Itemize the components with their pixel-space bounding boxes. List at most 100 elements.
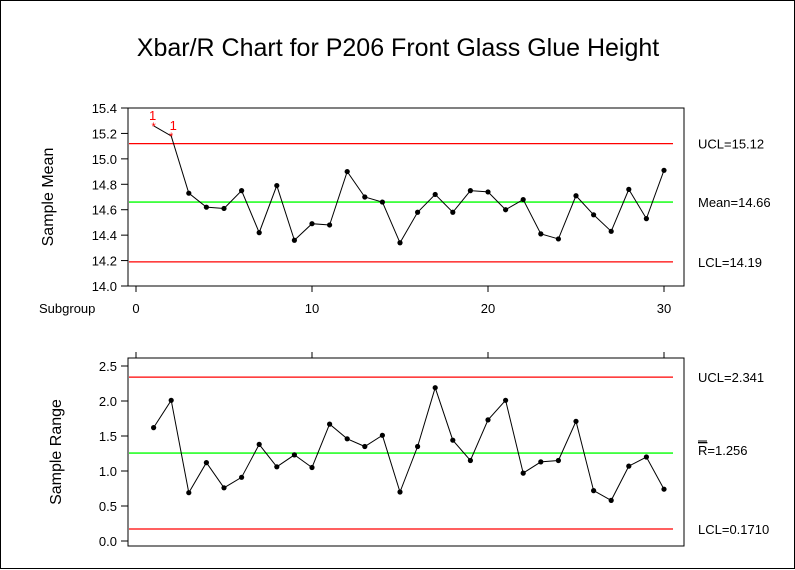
range-center-label: R=1.256 [698,443,748,458]
range-center-value: =1.256 [707,443,747,458]
range-data-point [538,459,544,465]
range-data-point [291,452,297,458]
mean-y-tick-label: 14.2 [92,254,117,269]
mean-data-point [415,209,421,215]
range-data-point [485,417,491,423]
mean-flagged-point: * [169,131,174,143]
mean-y-tick-label: 15.4 [92,101,117,116]
mean-y-tick-label: 14.8 [92,177,117,192]
mean-data-point [362,194,368,200]
range-data-point [520,470,526,476]
mean-data-point [661,167,667,173]
range-data-point [467,457,473,464]
mean-data-point [274,182,280,189]
mean-data-point [432,191,438,198]
range-data-point [643,454,650,460]
mean-y-tick-label: 14.0 [92,279,117,294]
mean-chart-layer: 14.0 14.2 14.4 14.6 14.8 15.0 15.2 15.4 0 10 20 30 U… [92,101,771,316]
mean-data-point [626,186,632,192]
range-data-point [379,432,385,438]
mean-data-point [344,168,350,175]
mean-data-point [186,190,192,196]
range-center-rbar: R [698,443,707,458]
range-y-axis-label: Sample Range [48,399,65,505]
range-y-tick-label: 0.5 [99,499,117,514]
mean-data-point [503,207,509,213]
range-data-point [415,443,421,450]
mean-data-point [467,188,473,194]
mean-data-point [608,228,614,234]
mean-y-tick-label: 15.2 [92,126,117,141]
mean-data-point [450,209,456,215]
range-data-point [397,489,403,495]
x-tick-label: 20 [481,301,495,316]
range-data-point [274,464,280,470]
out-of-control-flag: 1 [149,108,156,123]
range-data-point [239,474,245,480]
range-data-point [573,418,579,424]
mean-data-point [520,196,526,203]
mean-y-tick-label: 14.4 [92,228,117,243]
range-y-tick-label: 2.0 [99,394,117,409]
mean-data-point [309,221,315,227]
mean-data-point [643,216,650,222]
range-lcl-label: LCL=0.1710 [698,522,769,537]
range-data-point [432,385,438,391]
chart-title: Xbar/R Chart for P206 Front Glass Glue H… [137,34,660,62]
range-series-line [153,386,665,502]
range-chart-layer: 0.0 0.5 1.0 1.5 2.0 2.5 UCL=2.341 LCL=0.1710 [99,352,769,549]
range-data-point [608,497,614,503]
range-data-point [503,397,509,403]
mean-data-point [591,212,597,218]
range-data-point [151,425,157,431]
mean-data-point [221,205,227,212]
range-data-point [221,485,227,491]
mean-data-point [203,204,209,210]
out-of-control-flag: 1 [170,118,177,133]
mean-data-point [485,189,491,195]
x-tick-label: 0 [132,301,139,316]
range-ucl-label: UCL=2.341 [698,370,764,385]
range-data-point [256,441,262,447]
range-data-point [344,436,350,442]
mean-ucl-label: UCL=15.12 [698,137,764,152]
range-data-point [362,443,368,450]
mean-data-point [538,231,544,237]
mean-data-point [573,193,579,199]
mean-y-axis-label: Sample Mean [40,148,57,247]
range-data-point [327,421,333,427]
mean-data-point [239,188,245,194]
range-data-point [626,463,632,469]
mean-data-point [291,237,297,243]
x-axis-label-subgroup: Subgroup [39,301,95,316]
range-plot-area [127,357,685,547]
mean-plot-area [127,107,685,287]
x-tick-label: 30 [657,301,671,316]
range-data-point [203,460,209,466]
mean-data-point [256,230,262,236]
range-data-point [555,457,562,464]
mean-data-point [327,222,333,228]
x-tick-label: 10 [305,301,319,316]
mean-data-point [379,199,385,205]
range-data-point [450,437,456,443]
mean-center-label: Mean=14.66 [698,195,771,210]
mean-series-line [153,125,665,244]
range-y-tick-label: 0.0 [99,534,117,549]
mean-data-point [397,240,403,246]
range-data-point [309,464,315,471]
mean-flagged-point: * [151,121,156,133]
range-y-tick-label: 2.5 [99,359,117,374]
mean-data-point [555,236,562,242]
range-y-tick-label: 1.0 [99,464,117,479]
mean-lcl-label: LCL=14.19 [698,255,762,270]
range-y-tick-label: 1.5 [99,429,117,444]
mean-y-tick-label: 14.6 [92,203,117,218]
mean-y-tick-label: 15.0 [92,152,117,167]
range-data-point [186,490,192,496]
range-data-point [591,488,597,494]
range-data-point [661,486,667,492]
range-data-point [168,397,174,403]
